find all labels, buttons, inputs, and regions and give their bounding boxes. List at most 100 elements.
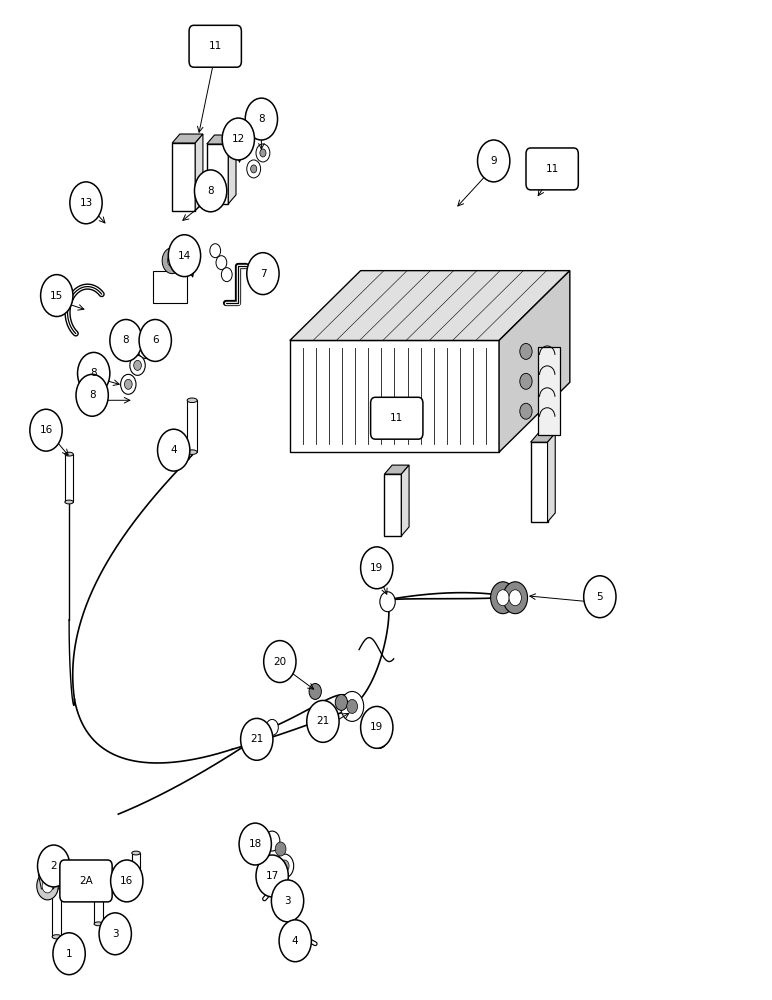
Text: 3: 3 xyxy=(112,929,119,939)
Circle shape xyxy=(130,355,145,375)
Text: 15: 15 xyxy=(50,291,63,301)
Circle shape xyxy=(265,831,279,851)
Circle shape xyxy=(210,244,221,258)
Polygon shape xyxy=(530,442,547,522)
Circle shape xyxy=(110,320,142,361)
Circle shape xyxy=(42,879,53,893)
Circle shape xyxy=(520,373,532,389)
Polygon shape xyxy=(187,400,197,452)
Circle shape xyxy=(279,860,289,872)
FancyBboxPatch shape xyxy=(526,148,578,190)
Circle shape xyxy=(264,641,296,682)
Ellipse shape xyxy=(52,885,62,889)
Text: 4: 4 xyxy=(171,445,177,455)
Circle shape xyxy=(247,253,279,295)
Text: 8: 8 xyxy=(208,186,214,196)
Polygon shape xyxy=(172,134,203,143)
Circle shape xyxy=(335,694,347,710)
Circle shape xyxy=(241,718,273,760)
Text: 18: 18 xyxy=(249,839,262,849)
Text: 6: 6 xyxy=(152,335,158,345)
Circle shape xyxy=(380,592,395,612)
Polygon shape xyxy=(538,347,560,435)
Circle shape xyxy=(120,374,136,394)
Circle shape xyxy=(77,352,110,394)
Text: 12: 12 xyxy=(232,134,245,144)
Polygon shape xyxy=(530,433,555,442)
Ellipse shape xyxy=(94,884,103,888)
Text: 21: 21 xyxy=(317,716,330,726)
Circle shape xyxy=(66,881,82,901)
Circle shape xyxy=(124,379,132,389)
Circle shape xyxy=(347,699,357,713)
Polygon shape xyxy=(65,454,73,502)
Circle shape xyxy=(373,730,387,748)
Polygon shape xyxy=(207,135,236,144)
Circle shape xyxy=(309,683,321,699)
Text: 9: 9 xyxy=(490,156,497,166)
Text: 21: 21 xyxy=(250,734,263,744)
Circle shape xyxy=(222,268,232,282)
Ellipse shape xyxy=(94,922,103,926)
FancyBboxPatch shape xyxy=(189,25,242,67)
Circle shape xyxy=(520,403,532,419)
Polygon shape xyxy=(401,465,409,536)
Polygon shape xyxy=(39,864,56,889)
Circle shape xyxy=(99,913,131,955)
Polygon shape xyxy=(290,340,499,452)
Text: 16: 16 xyxy=(120,876,134,886)
Text: 14: 14 xyxy=(178,251,191,261)
Circle shape xyxy=(30,409,63,451)
Text: 8: 8 xyxy=(89,390,96,400)
Text: 7: 7 xyxy=(259,269,266,279)
Circle shape xyxy=(168,255,177,267)
Polygon shape xyxy=(290,271,570,340)
Circle shape xyxy=(37,872,59,900)
Circle shape xyxy=(256,144,270,162)
Text: 11: 11 xyxy=(546,164,559,174)
Circle shape xyxy=(38,845,69,887)
Circle shape xyxy=(361,706,393,748)
Text: 8: 8 xyxy=(258,114,265,124)
Text: 13: 13 xyxy=(80,198,93,208)
Circle shape xyxy=(76,374,108,416)
Polygon shape xyxy=(172,143,195,211)
Circle shape xyxy=(478,140,510,182)
Polygon shape xyxy=(499,271,570,452)
Polygon shape xyxy=(94,886,103,924)
Circle shape xyxy=(276,842,286,856)
Circle shape xyxy=(195,170,227,212)
Polygon shape xyxy=(52,887,62,937)
Circle shape xyxy=(272,880,303,922)
Circle shape xyxy=(245,98,278,140)
Circle shape xyxy=(251,165,257,173)
Text: 17: 17 xyxy=(266,871,279,881)
Circle shape xyxy=(361,547,393,589)
Ellipse shape xyxy=(65,500,73,504)
Polygon shape xyxy=(384,465,409,474)
Text: 1: 1 xyxy=(66,949,73,959)
Polygon shape xyxy=(384,474,401,536)
FancyBboxPatch shape xyxy=(371,397,423,439)
Ellipse shape xyxy=(187,450,197,454)
Circle shape xyxy=(110,860,143,902)
Polygon shape xyxy=(132,853,141,891)
Polygon shape xyxy=(547,433,555,522)
Text: 3: 3 xyxy=(284,896,291,906)
Ellipse shape xyxy=(132,889,141,893)
Circle shape xyxy=(503,582,527,614)
Circle shape xyxy=(491,582,515,614)
Text: 8: 8 xyxy=(90,368,97,378)
Ellipse shape xyxy=(132,851,141,855)
Circle shape xyxy=(340,691,364,721)
Text: 19: 19 xyxy=(370,722,384,732)
Circle shape xyxy=(496,590,509,606)
Polygon shape xyxy=(195,134,203,211)
Circle shape xyxy=(276,854,293,878)
Circle shape xyxy=(137,338,153,358)
Polygon shape xyxy=(207,144,229,204)
Circle shape xyxy=(134,360,141,370)
Circle shape xyxy=(584,576,616,618)
Polygon shape xyxy=(229,135,236,204)
Ellipse shape xyxy=(52,935,62,939)
